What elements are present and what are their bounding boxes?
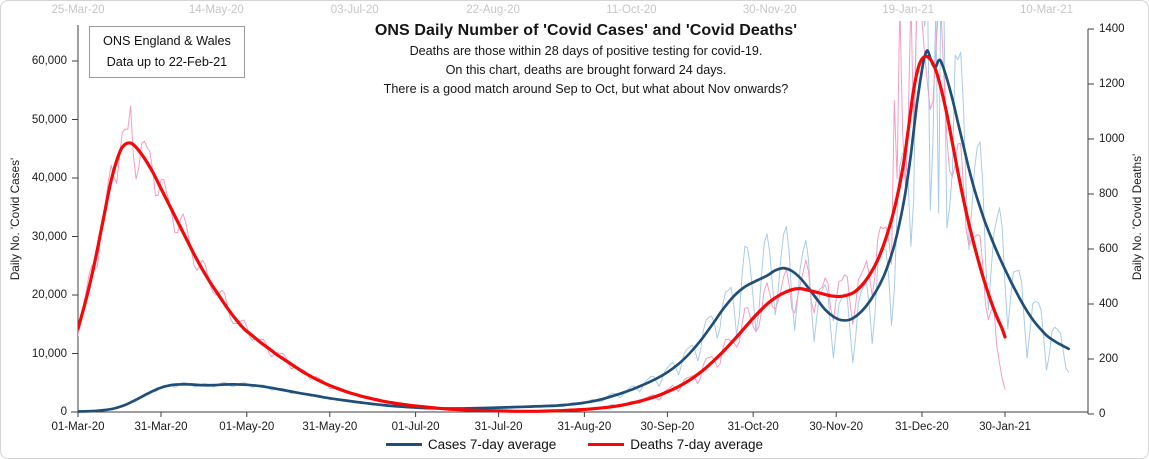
legend-item-deaths: Deaths 7-day average [588, 437, 763, 452]
legend-label-cases: Cases 7-day average [427, 437, 557, 452]
top-axis-label: 14-May-20 [188, 4, 244, 16]
bottom-axis-label: 01-Jul-20 [391, 421, 440, 433]
chart-subtitle-3: There is a good match around Sep to Oct,… [383, 82, 789, 97]
bottom-axis-label: 01-May-20 [219, 421, 275, 433]
left-axis-label: 10,000 [31, 347, 67, 360]
top-axis-label: 03-Jul-20 [330, 4, 379, 16]
top-axis-label: 25-Mar-20 [51, 4, 105, 16]
right-axis-label: 0 [1099, 408, 1106, 420]
annotation-line-2: Data up to 22-Feb-21 [106, 54, 228, 69]
bottom-axis-label: 31-Oct-20 [727, 421, 779, 433]
left-axis-label: 40,000 [31, 172, 67, 184]
right-axis-label: 1400 [1099, 23, 1125, 35]
right-axis-label: 800 [1099, 188, 1119, 200]
bottom-axis-label: 31-May-20 [302, 421, 358, 433]
bottom-axis-label: 30-Nov-20 [809, 421, 864, 433]
annotation-box: ONS England & Wales Data up to 22-Feb-21 [89, 26, 245, 78]
bottom-axis-label: 30-Jan-21 [979, 421, 1031, 433]
left-axis-label: 30,000 [31, 230, 67, 243]
bottom-axis-label: 31-Mar-20 [134, 421, 188, 433]
cases-line-swatch [385, 443, 422, 446]
right-axis-label: 200 [1099, 353, 1119, 365]
deaths-line-swatch [588, 443, 625, 446]
chart-subtitle-1: Deaths are those within 28 days of posit… [409, 44, 763, 58]
annotation-line-1: ONS England & Wales [103, 34, 231, 48]
legend-label-deaths: Deaths 7-day average [630, 437, 764, 452]
right-axis-label: 400 [1099, 298, 1119, 310]
bottom-axis-label: 31-Dec-20 [895, 421, 949, 433]
top-axis-label: 11-Oct-20 [606, 4, 657, 16]
left-axis-title: Daily No. 'Covid Cases' [8, 157, 22, 281]
bottom-axis-label: 31-Aug-20 [557, 421, 612, 433]
top-axis-label: 22-Aug-20 [466, 4, 520, 16]
bottom-axis-label: 30-Sep-20 [640, 421, 695, 433]
left-axis-label: 50,000 [31, 113, 67, 126]
legend-item-cases: Cases 7-day average [385, 437, 557, 452]
right-axis-label: 1200 [1099, 78, 1125, 90]
left-axis-label: 60,000 [31, 55, 67, 67]
top-axis-label: 10-Mar-21 [1019, 4, 1074, 16]
left-axis-label: 0 [60, 406, 67, 418]
right-axis-title: Daily No. 'Covid Deaths' [1130, 153, 1144, 281]
bottom-axis-label: 01-Mar-20 [51, 421, 105, 433]
right-axis-label: 600 [1099, 243, 1119, 255]
right-axis-label: 1000 [1099, 133, 1125, 145]
chart-title: ONS Daily Number of 'Covid Cases' and 'C… [374, 22, 798, 39]
deaths_avg-line [78, 54, 1007, 413]
bottom-axis-label: 31-Jul-20 [474, 421, 523, 433]
legend: Cases 7-day average Deaths 7-day average [1, 437, 1148, 452]
left-axis-label: 20,000 [31, 289, 67, 301]
top-axis-label: 30-Nov-20 [742, 4, 797, 16]
title-block: ONS Daily Number of 'Covid Cases' and 'C… [161, 22, 1011, 97]
chart-subtitle-2: On this chart, deaths are brought forwar… [445, 63, 727, 78]
cases_avg-line [78, 49, 1070, 413]
top-axis-label: 19-Jan-21 [882, 4, 935, 16]
